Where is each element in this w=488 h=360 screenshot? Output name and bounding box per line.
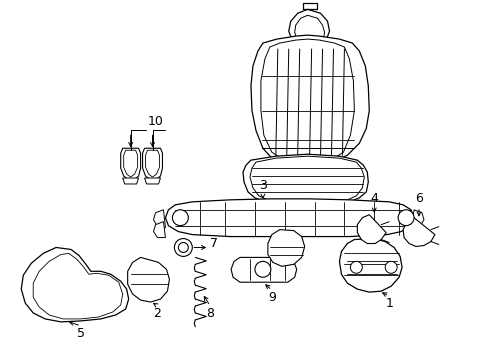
Text: 3: 3: [259, 179, 266, 192]
Polygon shape: [165, 199, 413, 237]
Polygon shape: [153, 222, 165, 238]
Polygon shape: [127, 257, 169, 302]
Polygon shape: [249, 156, 364, 202]
Text: 4: 4: [369, 192, 377, 205]
Polygon shape: [153, 210, 165, 228]
Circle shape: [254, 261, 270, 277]
Polygon shape: [357, 215, 386, 243]
Circle shape: [172, 210, 188, 226]
Circle shape: [350, 261, 362, 273]
Circle shape: [397, 210, 413, 226]
Text: 9: 9: [267, 291, 275, 304]
Circle shape: [385, 261, 396, 273]
Text: 8: 8: [206, 307, 214, 320]
Text: 10: 10: [147, 116, 163, 129]
Text: 7: 7: [210, 237, 218, 250]
Polygon shape: [243, 154, 367, 204]
Polygon shape: [411, 210, 423, 228]
Polygon shape: [294, 15, 324, 44]
Text: 1: 1: [385, 297, 392, 310]
Polygon shape: [144, 178, 160, 184]
Polygon shape: [145, 150, 159, 177]
Polygon shape: [21, 247, 128, 322]
Text: 5: 5: [77, 327, 85, 340]
Polygon shape: [122, 178, 138, 184]
Polygon shape: [402, 218, 434, 247]
Circle shape: [178, 243, 188, 252]
Circle shape: [174, 239, 192, 256]
Polygon shape: [142, 148, 162, 180]
Polygon shape: [33, 253, 122, 319]
Text: 6: 6: [414, 192, 422, 205]
Polygon shape: [121, 148, 141, 180]
Polygon shape: [288, 9, 329, 45]
Polygon shape: [339, 239, 401, 292]
Polygon shape: [261, 39, 354, 161]
Polygon shape: [250, 35, 368, 164]
Polygon shape: [123, 150, 137, 177]
Polygon shape: [231, 257, 296, 282]
Polygon shape: [267, 230, 304, 266]
Polygon shape: [411, 222, 423, 238]
Text: 2: 2: [153, 307, 161, 320]
